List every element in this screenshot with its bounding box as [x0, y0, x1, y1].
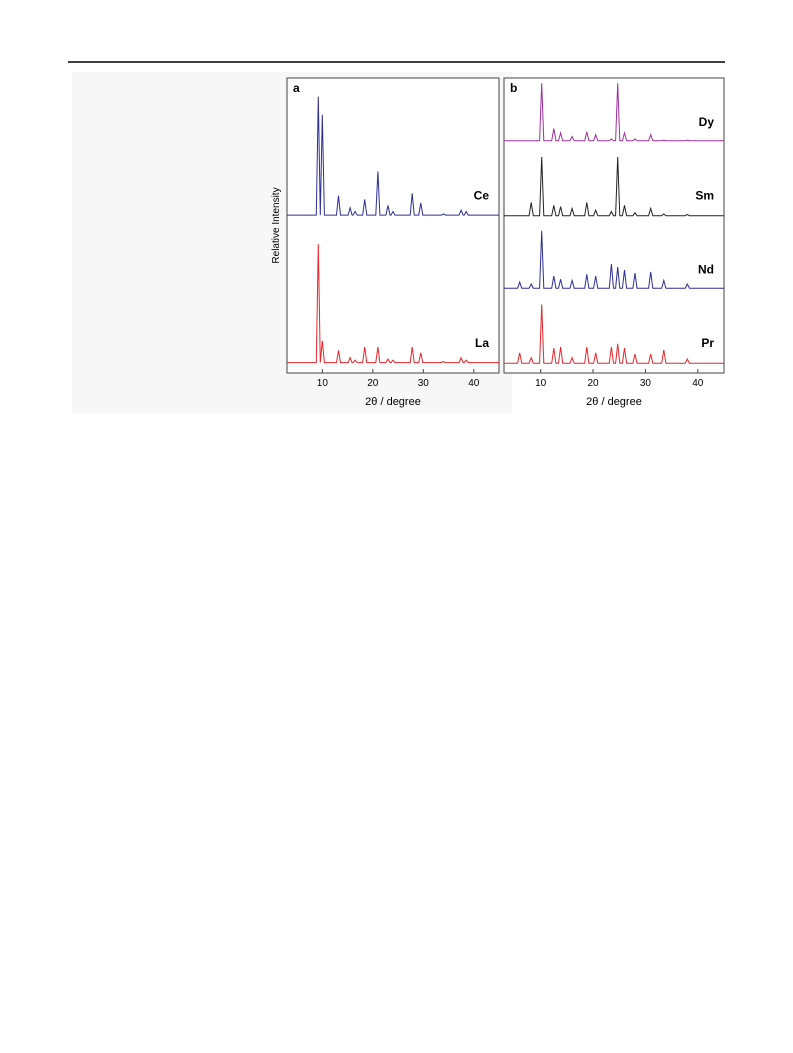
x-tick-label: 20 — [587, 378, 599, 389]
x-tick-label: 40 — [692, 378, 704, 389]
x-tick-label: 10 — [535, 378, 547, 389]
x-axis-label: 2θ / degree — [586, 396, 642, 408]
x-axis-label: 2θ / degree — [365, 396, 421, 408]
x-tick-label: 30 — [418, 378, 430, 389]
panel-label: a — [293, 81, 300, 95]
x-tick-label: 30 — [640, 378, 652, 389]
series-label: La — [475, 336, 489, 350]
x-tick-label: 40 — [468, 378, 480, 389]
x-tick-label: 10 — [317, 378, 329, 389]
spectrum-line — [504, 230, 724, 289]
plot-frame — [503, 77, 725, 374]
series-label: Ce — [474, 189, 490, 203]
spectrum-line — [287, 244, 499, 364]
spectrum-line — [287, 96, 499, 216]
series-label: Nd — [698, 262, 714, 276]
y-axis-label: Relative Intensity — [271, 187, 282, 263]
spectrum-line — [504, 304, 724, 364]
x-tick-label: 20 — [367, 378, 379, 389]
spectrum-line — [504, 83, 724, 142]
panel-label: b — [510, 81, 517, 95]
series-label: Dy — [699, 115, 715, 129]
series-label: Pr — [701, 336, 714, 350]
spectrum-line — [504, 156, 724, 217]
series-label: Sm — [695, 189, 714, 203]
